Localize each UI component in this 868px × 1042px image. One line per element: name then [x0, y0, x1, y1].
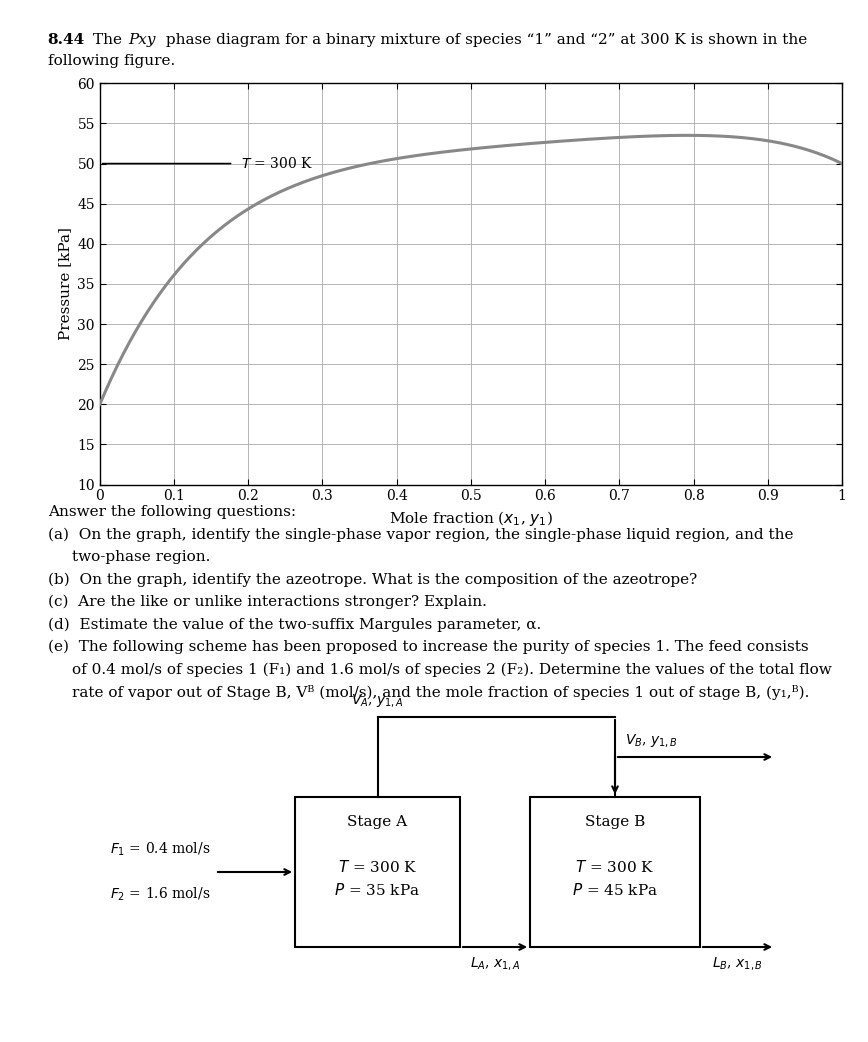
Text: 8.44: 8.44 [48, 33, 85, 47]
Text: (b)  On the graph, identify the azeotrope. What is the composition of the azeotr: (b) On the graph, identify the azeotrope… [48, 573, 697, 587]
Text: $T$ = 300 K: $T$ = 300 K [338, 859, 418, 875]
Text: phase diagram for a binary mixture of species “1” and “2” at 300 K is shown in t: phase diagram for a binary mixture of sp… [161, 33, 807, 47]
Text: (e)  The following scheme has been proposed to increase the purity of species 1.: (e) The following scheme has been propos… [48, 640, 808, 654]
Text: $T$ = 300 K: $T$ = 300 K [240, 156, 313, 171]
Text: $F_1$ = 0.4 mol/s: $F_1$ = 0.4 mol/s [109, 841, 210, 858]
Text: $P$ = 35 kPa: $P$ = 35 kPa [334, 882, 420, 898]
Text: $V_B$, $y_{1,B}$: $V_B$, $y_{1,B}$ [625, 731, 678, 749]
Text: Stage A: Stage A [347, 815, 408, 829]
Text: $F_2$ = 1.6 mol/s: $F_2$ = 1.6 mol/s [109, 886, 210, 903]
Text: of 0.4 mol/s of species 1 (F₁) and 1.6 mol/s of species 2 (F₂). Determine the va: of 0.4 mol/s of species 1 (F₁) and 1.6 m… [72, 663, 832, 676]
Text: (a)  On the graph, identify the single-phase vapor region, the single-phase liqu: (a) On the graph, identify the single-ph… [48, 528, 793, 542]
Text: (c)  Are the like or unlike interactions stronger? Explain.: (c) Are the like or unlike interactions … [48, 595, 487, 610]
Text: $L_B$, $x_{1,B}$: $L_B$, $x_{1,B}$ [712, 956, 763, 972]
Text: Answer the following questions:: Answer the following questions: [48, 505, 296, 519]
Text: The: The [93, 33, 127, 47]
Text: $T$ = 300 K: $T$ = 300 K [575, 859, 654, 875]
Text: two-phase region.: two-phase region. [72, 550, 210, 564]
X-axis label: Mole fraction ($x_1$, $y_1$): Mole fraction ($x_1$, $y_1$) [389, 508, 553, 528]
Text: following figure.: following figure. [48, 54, 175, 68]
Text: $P$ = 45 kPa: $P$ = 45 kPa [572, 882, 658, 898]
Text: $L_A$, $x_{1,A}$: $L_A$, $x_{1,A}$ [470, 956, 521, 972]
Text: rate of vapor out of Stage B, Vᴮ (mol/s), and the mole fraction of species 1 out: rate of vapor out of Stage B, Vᴮ (mol/s)… [72, 685, 810, 699]
Text: $V_A$, $y_{1,A}$: $V_A$, $y_{1,A}$ [352, 692, 404, 709]
Y-axis label: Pressure [kPa]: Pressure [kPa] [58, 227, 72, 341]
Bar [295, 797, 460, 947]
Text: Stage B: Stage B [585, 815, 645, 829]
Text: (d)  Estimate the value of the two-suffix Margules parameter, α.: (d) Estimate the value of the two-suffix… [48, 617, 541, 631]
Text: Pxy: Pxy [128, 33, 156, 47]
Bar [530, 797, 700, 947]
